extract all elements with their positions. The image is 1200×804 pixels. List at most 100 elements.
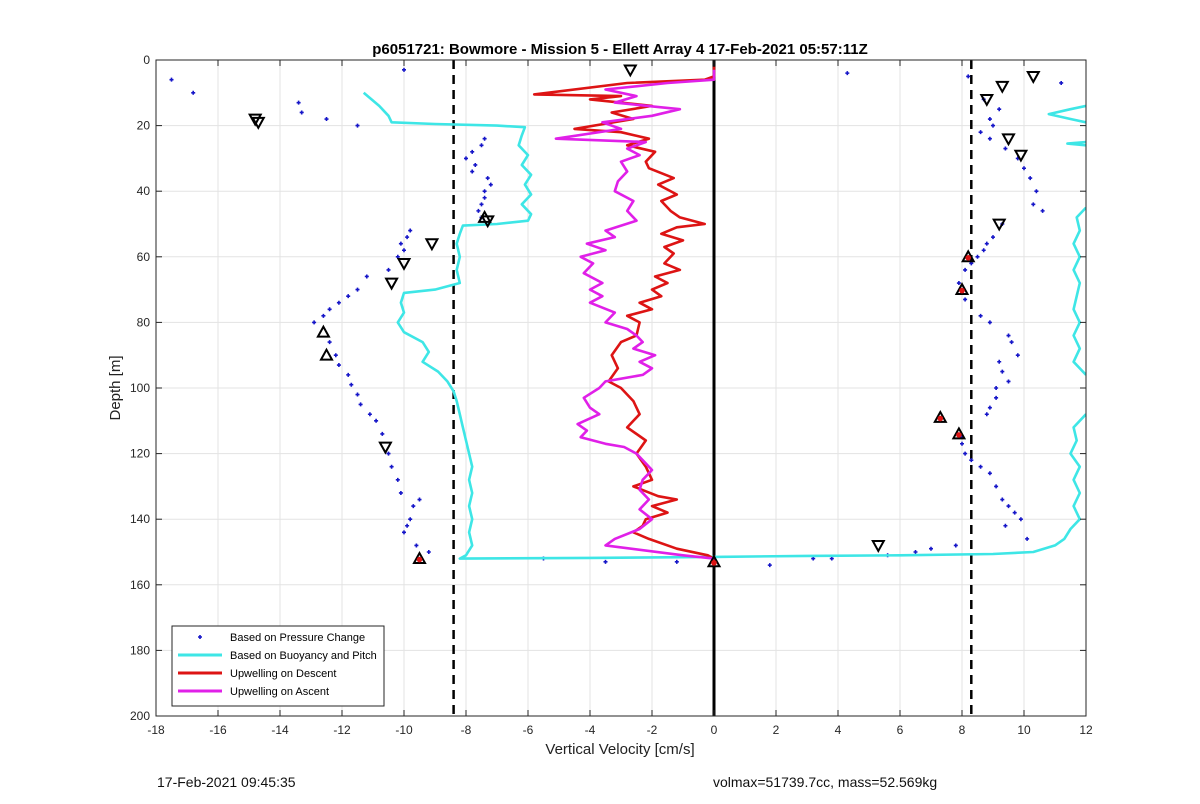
pressure-point: [969, 458, 974, 463]
pressure-point: [1006, 379, 1011, 384]
triangle-marker: [623, 64, 638, 78]
pressure-point: [960, 441, 964, 446]
pressure-point: [997, 107, 1002, 112]
pressure-point: [1015, 353, 1020, 358]
y-tick-label: 200: [130, 709, 150, 723]
pressure-point: [1022, 166, 1026, 171]
pressure-point: [473, 162, 478, 167]
pressure-point: [987, 136, 992, 141]
red-dot-marker: [959, 287, 965, 294]
pressure-point: [476, 208, 481, 213]
pressure-point: [402, 530, 406, 535]
pressure-point: [327, 307, 332, 312]
pressure-point: [963, 451, 968, 456]
chart-title: p6051721: Bowmore - Mission 5 - Ellett A…: [372, 41, 867, 58]
x-tick-label: 12: [1079, 723, 1093, 737]
pressure-point: [321, 313, 326, 318]
triangle-marker: [992, 218, 1007, 232]
pressure-point: [1031, 202, 1036, 207]
pressure-point: [402, 67, 406, 72]
pressure-point: [482, 195, 487, 200]
pressure-point: [355, 287, 360, 292]
pressure-point: [346, 294, 351, 299]
pressure-point: [1028, 176, 1033, 181]
series-line: [362, 91, 1086, 560]
x-tick-label: 0: [711, 723, 718, 737]
pressure-point: [1006, 333, 1011, 338]
legend-box: [171, 625, 385, 707]
pressure-point: [991, 235, 995, 240]
y-tick-label: 180: [130, 643, 150, 657]
x-tick-label: 4: [835, 723, 842, 737]
y-axis-label: Depth [m]: [107, 355, 124, 420]
pressure-point: [464, 156, 468, 161]
pressure-point: [358, 402, 363, 407]
red-dot-marker: [956, 432, 962, 438]
plot-area: [169, 60, 1086, 716]
triangle-marker: [316, 324, 331, 338]
x-tick-label: -16: [209, 723, 227, 737]
pressure-point: [482, 136, 487, 141]
legend-label: Upwelling on Ascent: [230, 686, 329, 698]
pressure-point: [349, 382, 354, 387]
pressure-point: [1018, 517, 1023, 522]
triangle-marker: [1013, 149, 1029, 163]
legend: Based on Pressure Change Based on Buoyanc…: [171, 625, 385, 707]
pressure-point: [169, 77, 174, 82]
triangle-marker: [951, 426, 967, 440]
pressure-point: [324, 117, 329, 122]
y-tick-label: 40: [137, 184, 151, 198]
x-tick-label: 6: [897, 723, 904, 737]
pressure-point: [386, 267, 391, 272]
pressure-point: [346, 372, 351, 377]
pressure-point: [929, 546, 933, 551]
pressure-point: [327, 340, 332, 345]
y-tick-label: 120: [130, 447, 150, 461]
pressure-point: [336, 363, 341, 368]
pressure-point: [414, 543, 419, 548]
pressure-point: [380, 431, 385, 436]
x-tick-label: 8: [959, 723, 966, 737]
series-line: [554, 69, 716, 560]
pressure-point: [978, 130, 983, 135]
legend-label: Based on Buoyancy and Pitch: [230, 650, 377, 662]
red-dot-marker: [937, 415, 944, 422]
pressure-point: [470, 149, 475, 154]
pressure-point: [991, 123, 995, 128]
pressure-point: [997, 359, 1002, 364]
pressure-point: [191, 90, 196, 95]
pressure-point: [987, 320, 992, 325]
pressure-point: [767, 563, 772, 568]
pressure-point: [333, 353, 338, 358]
pressure-point: [488, 182, 493, 187]
legend-label: Based on Pressure Change: [230, 632, 365, 644]
red-dot-marker: [711, 560, 717, 566]
triangle-marker: [396, 257, 412, 271]
triangle-marker: [1026, 71, 1041, 84]
pressure-point: [408, 228, 413, 233]
pressure-point: [336, 300, 341, 305]
pressure-point: [470, 169, 475, 174]
pressure-point: [994, 395, 999, 400]
pressure-point: [411, 504, 416, 509]
triangle-marker: [954, 282, 970, 295]
pressure-point: [426, 550, 431, 554]
triangle-marker: [412, 551, 427, 564]
axes: -18 -16 -14 -12 -10 -8 -6 -4 -2 0 2 4 6 8 10 1202040608…: [130, 53, 1093, 737]
triangle-marker: [706, 554, 722, 568]
pressure-point: [1034, 189, 1039, 194]
pressure-point: [367, 412, 372, 417]
pressure-point: [963, 267, 968, 272]
pressure-point: [1006, 504, 1011, 509]
pressure-point: [389, 464, 394, 469]
triangle-marker: [1001, 133, 1016, 147]
pressure-point: [994, 386, 999, 390]
x-tick-label: -14: [271, 723, 289, 737]
pressure-point: [479, 143, 484, 148]
series-line: [1072, 206, 1086, 376]
pressure-point: [355, 123, 360, 128]
pressure-point: [987, 471, 992, 476]
triangle-marker: [961, 249, 976, 263]
pressure-point: [987, 405, 992, 410]
pressure-point: [966, 74, 971, 79]
